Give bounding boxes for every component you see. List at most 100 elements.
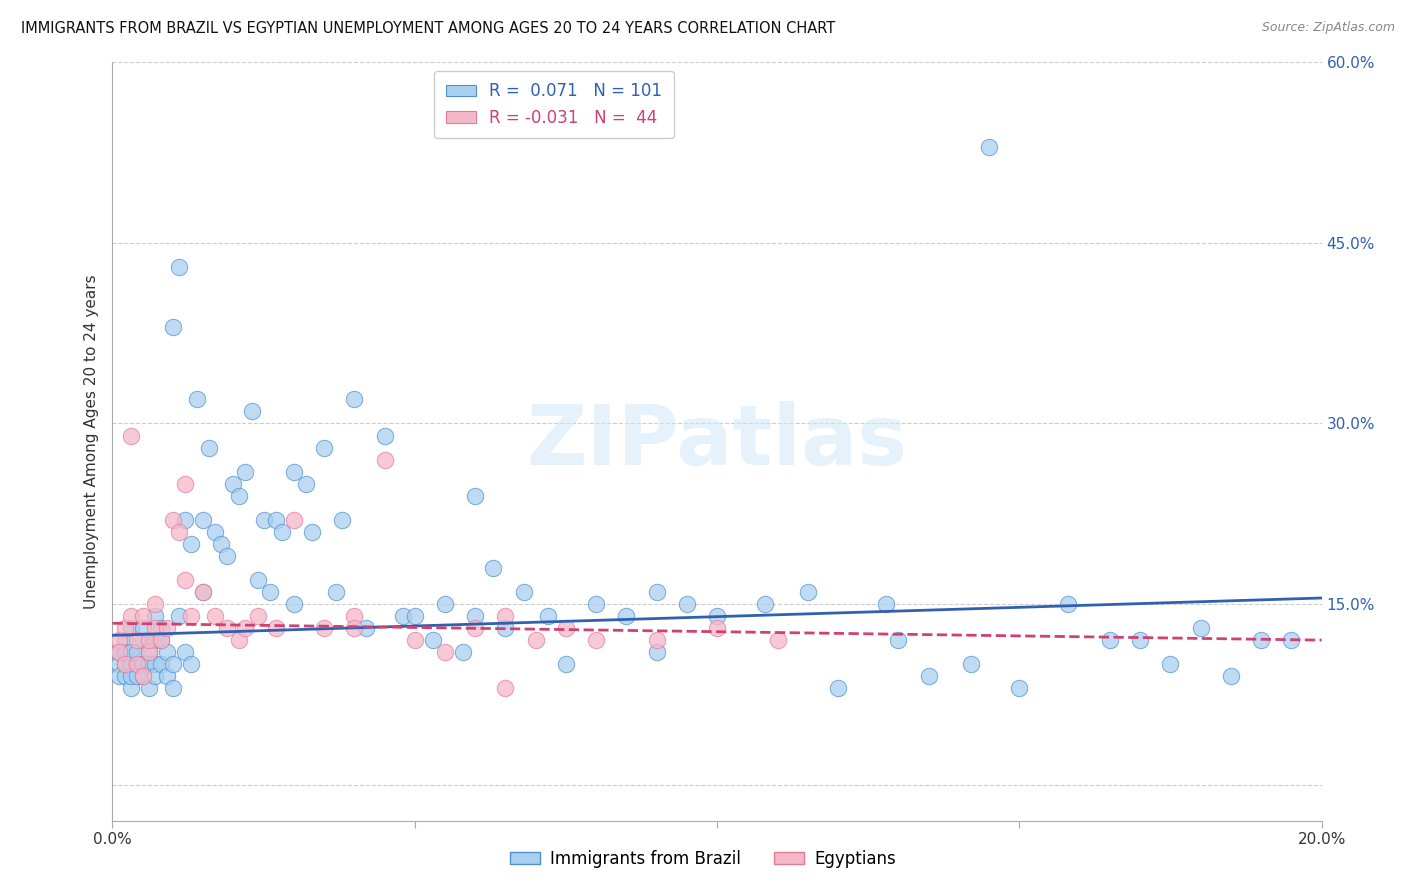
Point <box>167 524 190 539</box>
Point <box>464 621 486 635</box>
Point <box>174 573 197 587</box>
Point <box>228 633 250 648</box>
Point <box>120 645 142 659</box>
Point <box>138 657 160 672</box>
Point <box>374 452 396 467</box>
Point <box>235 621 257 635</box>
Point <box>132 657 155 672</box>
Point <box>283 597 305 611</box>
Point <box>1056 597 1078 611</box>
Point <box>156 645 179 659</box>
Point <box>162 513 184 527</box>
Point <box>186 392 208 407</box>
Point <box>283 513 305 527</box>
Point <box>138 645 160 659</box>
Point <box>114 645 136 659</box>
Point <box>585 633 607 648</box>
Point <box>1250 633 1272 648</box>
Point <box>143 669 166 683</box>
Point <box>464 489 486 503</box>
Point <box>875 597 897 611</box>
Point <box>404 633 426 648</box>
Point <box>253 513 276 527</box>
Point <box>706 621 728 635</box>
Point <box>107 645 129 659</box>
Point <box>191 513 214 527</box>
Point <box>114 633 136 648</box>
Point <box>228 489 250 503</box>
Point <box>675 597 697 611</box>
Point <box>204 524 226 539</box>
Point <box>180 537 202 551</box>
Point <box>645 585 668 599</box>
Point <box>645 633 668 648</box>
Point <box>198 441 221 455</box>
Point <box>754 597 776 611</box>
Point <box>283 465 305 479</box>
Point <box>495 681 517 696</box>
Point <box>107 657 129 672</box>
Point <box>314 441 336 455</box>
Point <box>1220 669 1243 683</box>
Point <box>537 609 560 624</box>
Point <box>433 645 456 659</box>
Point <box>132 669 155 683</box>
Point <box>796 585 818 599</box>
Point <box>422 633 444 648</box>
Point <box>125 657 148 672</box>
Point <box>464 609 486 624</box>
Point <box>149 633 172 648</box>
Point <box>616 609 638 624</box>
Point <box>1129 633 1152 648</box>
Point <box>554 657 576 672</box>
Point <box>138 681 160 696</box>
Point <box>1159 657 1181 672</box>
Point <box>162 657 184 672</box>
Point <box>209 537 232 551</box>
Point <box>156 621 179 635</box>
Point <box>495 609 517 624</box>
Point <box>174 476 197 491</box>
Point <box>156 669 179 683</box>
Point <box>451 645 474 659</box>
Point <box>235 465 257 479</box>
Point <box>1098 633 1121 648</box>
Point <box>391 609 413 624</box>
Point <box>125 633 148 648</box>
Text: IMMIGRANTS FROM BRAZIL VS EGYPTIAN UNEMPLOYMENT AMONG AGES 20 TO 24 YEARS CORREL: IMMIGRANTS FROM BRAZIL VS EGYPTIAN UNEMP… <box>21 21 835 37</box>
Point <box>374 428 396 442</box>
Legend: Immigrants from Brazil, Egyptians: Immigrants from Brazil, Egyptians <box>503 844 903 875</box>
Point <box>167 260 190 274</box>
Point <box>125 645 148 659</box>
Point <box>120 681 142 696</box>
Point <box>180 609 202 624</box>
Point <box>138 645 160 659</box>
Point <box>149 657 172 672</box>
Point <box>301 524 323 539</box>
Point <box>554 621 576 635</box>
Point <box>167 609 190 624</box>
Point <box>149 621 172 635</box>
Point <box>918 669 941 683</box>
Point <box>204 609 226 624</box>
Point <box>495 621 517 635</box>
Point <box>138 633 160 648</box>
Point <box>330 513 353 527</box>
Text: ZIPatlas: ZIPatlas <box>527 401 907 482</box>
Point <box>356 621 378 635</box>
Point <box>132 669 155 683</box>
Point <box>246 573 269 587</box>
Point <box>143 633 166 648</box>
Point <box>1008 681 1031 696</box>
Point <box>120 609 142 624</box>
Point <box>645 645 668 659</box>
Point <box>1279 633 1302 648</box>
Point <box>174 513 197 527</box>
Point <box>325 585 347 599</box>
Point <box>120 669 142 683</box>
Point <box>125 657 148 672</box>
Point <box>977 139 1000 153</box>
Point <box>1189 621 1212 635</box>
Point <box>191 585 214 599</box>
Point <box>246 609 269 624</box>
